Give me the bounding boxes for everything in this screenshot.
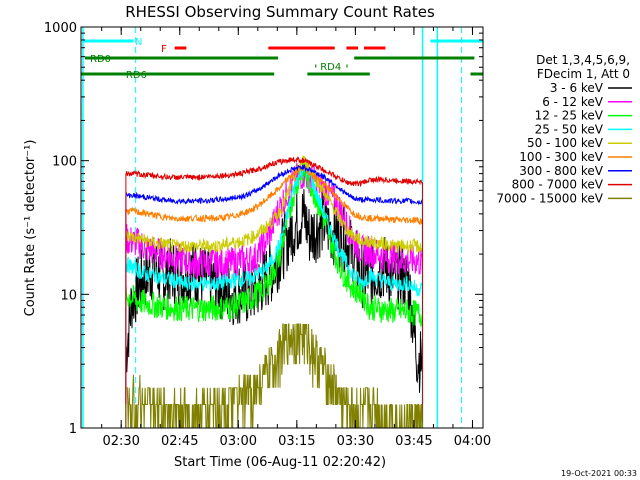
y-tick-label: 1000 (44, 21, 77, 36)
legend-header-line-1: Det 1,3,4,5,6,9, (536, 53, 630, 67)
series-line-5 (125, 165, 423, 226)
y-axis-label: Count Rate (s⁻¹ detector⁻¹) (23, 140, 38, 317)
y-axis: 1 10 100 1000 (44, 21, 483, 437)
x-tick-label: 02:45 (161, 434, 198, 449)
series-line-2 (125, 157, 423, 327)
legend-header-line-2: FDecim 1, Att 0 (537, 67, 630, 81)
series-line-7 (125, 156, 423, 188)
series-layer (125, 155, 424, 428)
timestamp-footer: 19-Oct-2021 00:33 (561, 469, 637, 478)
x-axis: 02:30 02:45 03:00 03:15 03:30 03:45 04:00 (101, 27, 491, 449)
flag-label-n: N (135, 37, 142, 48)
plot-frame (80, 26, 484, 429)
series-line-1 (125, 161, 423, 280)
flag-label-rd6: RD6 (126, 70, 147, 81)
flag-label-f: F (161, 44, 167, 55)
series-line-6 (125, 164, 423, 206)
series-line-8 (125, 323, 423, 428)
legend-entry-label: 12 - 25 keV (535, 109, 604, 123)
legend-entry-label: 300 - 800 keV (519, 164, 603, 178)
series-line-4 (125, 155, 423, 255)
legend-entry-label: 800 - 7000 keV (512, 178, 604, 192)
x-tick-label: 03:30 (337, 434, 374, 449)
flag-label-rd4: RD4 (320, 62, 341, 73)
legend-entry-label: 50 - 100 keV (527, 136, 604, 150)
chart-title: RHESSI Observing Summary Count Rates (125, 3, 435, 21)
x-tick-label: 04:00 (454, 434, 491, 449)
x-tick-label: 03:00 (220, 434, 257, 449)
y-tick-label: 1 (69, 422, 77, 437)
x-tick-label: 02:30 (102, 434, 139, 449)
y-tick-label: 10 (60, 288, 77, 303)
legend-entry-label: 3 - 6 keV (550, 81, 604, 95)
x-tick-label: 03:45 (395, 434, 432, 449)
legend-entry-label: 100 - 300 keV (519, 150, 603, 164)
legend-entry-label: 6 - 12 keV (542, 95, 604, 109)
x-axis-label: Start Time (06-Aug-11 02:20:42) (174, 455, 386, 470)
legend: Det 1,3,4,5,6,9, FDecim 1, Att 0 3 - 6 k… (496, 53, 632, 205)
x-tick-label: 03:15 (278, 434, 315, 449)
legend-entry-label: 25 - 50 keV (535, 122, 604, 136)
y-tick-label: 100 (52, 155, 77, 170)
legend-entry-label: 7000 - 15000 keV (496, 191, 603, 205)
flag-label-rd0: RD0 (90, 54, 111, 65)
series-line-3 (125, 160, 423, 297)
